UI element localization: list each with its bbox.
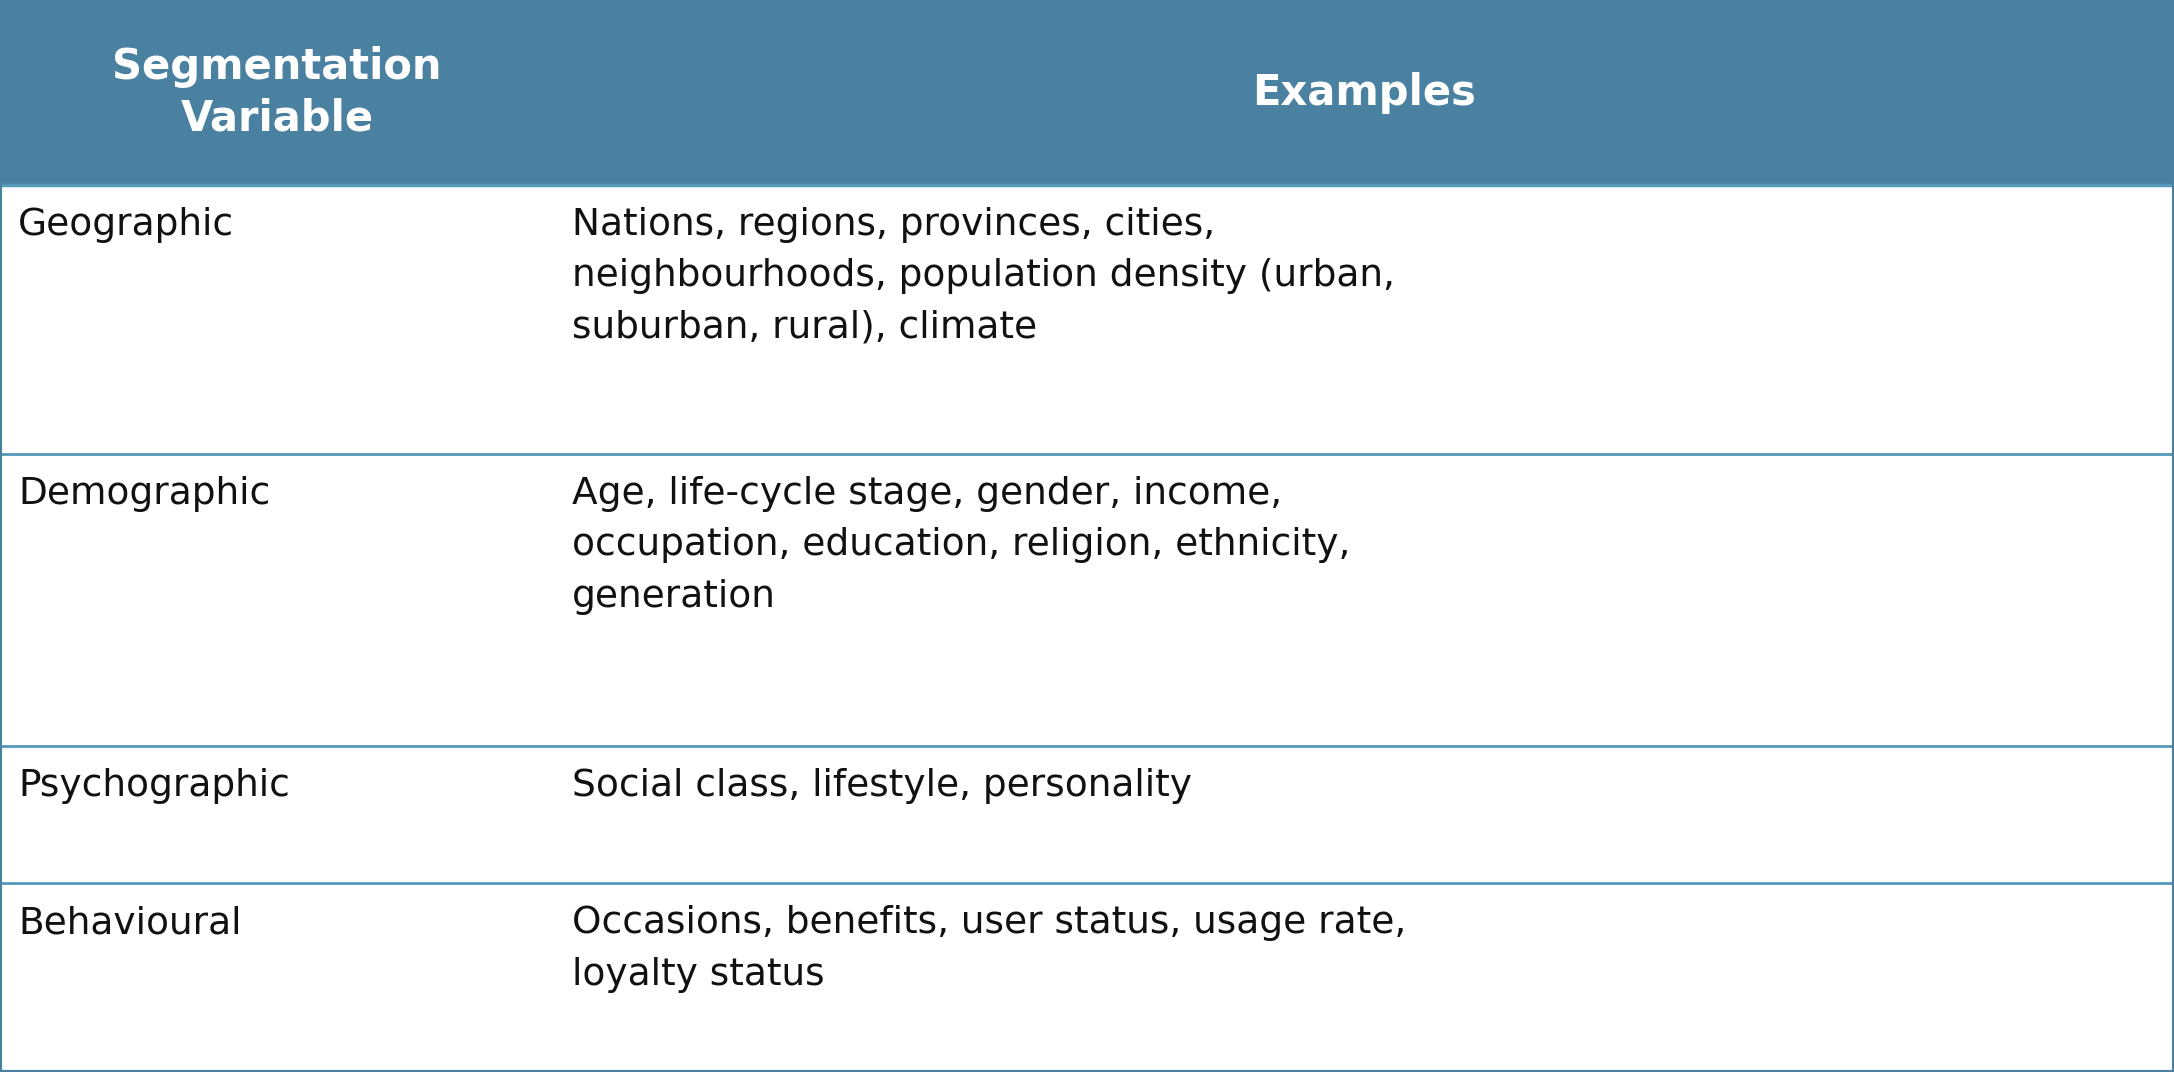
Bar xyxy=(0,883,2174,1072)
Bar xyxy=(0,453,2174,746)
Text: Occasions, benefits, user status, usage rate,
loyalty status: Occasions, benefits, user status, usage … xyxy=(572,905,1407,993)
Text: Behavioural: Behavioural xyxy=(17,905,241,941)
Text: Demographic: Demographic xyxy=(17,476,270,512)
Text: Examples: Examples xyxy=(1252,72,1476,114)
Text: Social class, lifestyle, personality: Social class, lifestyle, personality xyxy=(572,768,1191,804)
Text: Geographic: Geographic xyxy=(17,207,235,243)
Text: Nations, regions, provinces, cities,
neighbourhoods, population density (urban,
: Nations, regions, provinces, cities, nei… xyxy=(572,207,1396,346)
Text: Segmentation
Variable: Segmentation Variable xyxy=(113,45,441,139)
Text: Psychographic: Psychographic xyxy=(17,768,289,804)
Bar xyxy=(0,746,2174,883)
Text: Age, life-cycle stage, gender, income,
occupation, education, religion, ethnicit: Age, life-cycle stage, gender, income, o… xyxy=(572,476,1350,614)
Bar xyxy=(0,0,2174,185)
Bar xyxy=(0,185,2174,453)
